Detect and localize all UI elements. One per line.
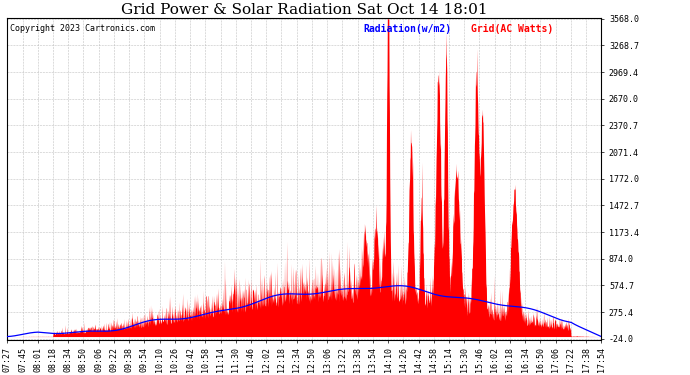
Text: Copyright 2023 Cartronics.com: Copyright 2023 Cartronics.com — [10, 24, 155, 33]
Text: Radiation(w/m2): Radiation(w/m2) — [364, 24, 452, 34]
Text: Grid(AC Watts): Grid(AC Watts) — [471, 24, 553, 34]
Title: Grid Power & Solar Radiation Sat Oct 14 18:01: Grid Power & Solar Radiation Sat Oct 14 … — [121, 3, 488, 17]
